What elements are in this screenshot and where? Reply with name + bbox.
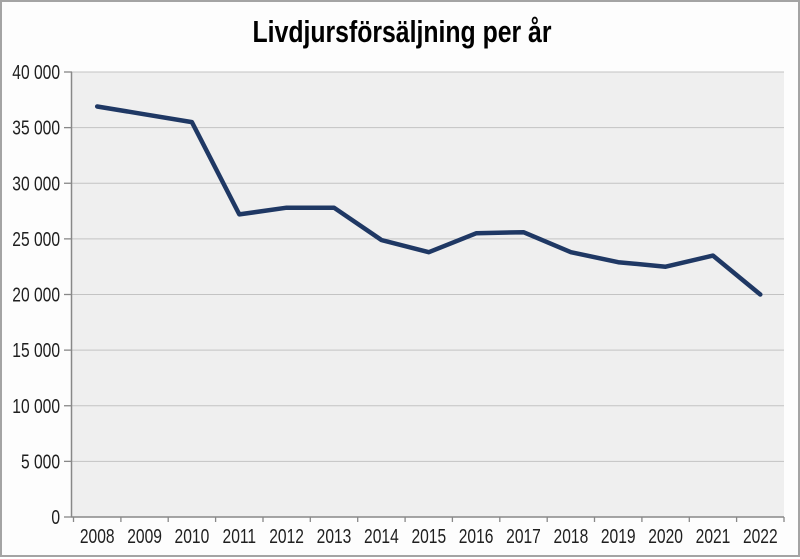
plot-area: 0 5 000 10 000 15 000 20 000 25 000 30 000 35 0… <box>12 61 784 547</box>
x-axis-label: 2019 <box>601 525 636 547</box>
x-axis-label: 2014 <box>364 525 399 547</box>
x-axis-label: 2013 <box>317 525 352 547</box>
x-axis-label: 2008 <box>80 525 115 547</box>
y-axis-label: 25 000 <box>12 228 60 250</box>
x-axis-label: 2011 <box>223 525 257 547</box>
y-axis-label: 5 000 <box>21 451 60 473</box>
y-axis-label: 0 <box>51 506 60 528</box>
x-axis-label: 2018 <box>554 525 589 547</box>
x-axis-label: 2010 <box>175 525 210 547</box>
chart-title: Livdjursförsäljning per år <box>253 14 552 48</box>
y-axis-label: 30 000 <box>12 172 60 194</box>
x-axis-label: 2009 <box>127 525 162 547</box>
x-axis-label: 2015 <box>411 525 446 547</box>
x-axis-label: 2016 <box>459 525 494 547</box>
x-axis-label: 2021 <box>696 525 731 547</box>
y-axis-label: 20 000 <box>12 284 60 306</box>
y-axis-label: 10 000 <box>12 395 60 417</box>
y-axis-label: 15 000 <box>12 339 60 361</box>
x-axis-label: 2020 <box>648 525 683 547</box>
x-axis-label: 2022 <box>743 525 778 547</box>
y-axis-label: 35 000 <box>12 117 60 139</box>
y-axis-label: 40 000 <box>12 61 60 83</box>
x-axis-label: 2012 <box>269 525 304 547</box>
x-axis-label: 2017 <box>506 525 541 547</box>
